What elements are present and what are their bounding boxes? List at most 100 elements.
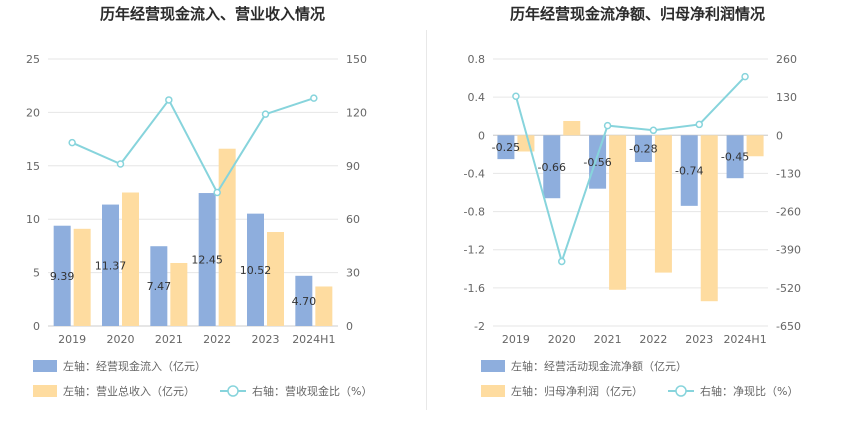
p2-left-tick-label: 0.8: [468, 53, 486, 66]
p1-left-tick-label: 5: [33, 267, 40, 280]
p1-bar-yellow: [267, 232, 284, 326]
p2-right-tick-label: -130: [776, 167, 801, 180]
p2-bar-data-label: -0.74: [675, 165, 703, 178]
p1-right-tick-label: 90: [346, 160, 360, 173]
p2-bar-blue: [589, 135, 607, 189]
p2-ratio-point: [603, 121, 612, 130]
panel-divider: [426, 30, 427, 410]
p2-ratio-point: [741, 72, 749, 81]
p2-bar-yellow: [700, 135, 718, 302]
p1-right-tick-label: 30: [346, 267, 360, 280]
p2-ratio-point: [695, 120, 703, 129]
p1-bar-blue: [150, 246, 168, 326]
p2-bar-blue: [543, 135, 561, 199]
p2-bar-data-label: -0.45: [721, 151, 749, 164]
p1-bar-yellow: [170, 262, 188, 326]
p2-category-label: 2022: [639, 333, 667, 346]
p1-bar-blue: [247, 213, 264, 326]
p1-category-label: 2024H1: [292, 333, 335, 346]
p2-legend-label: 右轴：净现比（%）: [700, 384, 798, 398]
p2-right-tick-label: 260: [776, 53, 797, 66]
p1-right-tick-label: 150: [346, 53, 367, 66]
p2-bar-yellow: [654, 135, 672, 273]
p1-bar-data-label: 11.37: [95, 259, 127, 272]
p2-left-tick-label: -0.4: [464, 167, 485, 180]
p2-category-label: 2020: [548, 333, 576, 346]
p2-right-tick-label: -390: [776, 244, 801, 257]
p2-bar-yellow: [746, 135, 764, 157]
p1-left-tick-label: 15: [26, 160, 40, 173]
p1-bar-yellow: [73, 228, 91, 326]
p1-ratio-point: [310, 94, 318, 102]
p1-ratio-point: [213, 188, 221, 197]
p1-legend-label: 左轴：经营现金流入（亿元）: [63, 359, 206, 373]
p2-right-tick-label: -650: [776, 320, 801, 333]
p2-category-label: 2023: [685, 333, 713, 346]
p2-left-tick-label: -1.2: [464, 244, 485, 257]
p2-legend-swatch: [481, 385, 505, 397]
p1-category-label: 2021: [155, 333, 183, 346]
p1-bar-blue: [53, 225, 71, 326]
p2-ratio-point: [558, 257, 566, 266]
p1-right-tick-label: 60: [346, 213, 360, 226]
p1-legend-label: 右轴：营收现金比（%）: [252, 384, 372, 398]
p1-bar-data-label: 4.70: [292, 295, 317, 308]
p2-legend-swatch: [481, 360, 505, 372]
p2-right-tick-label: 130: [776, 91, 797, 104]
p2-right-tick-label: -520: [776, 282, 801, 295]
p2-bar-data-label: -0.28: [629, 143, 657, 156]
chart-title-right: 历年经营现金流净额、归母净利润情况: [509, 5, 765, 23]
p1-ratio-point: [68, 138, 76, 147]
p2-left-tick-label: -1.6: [464, 282, 485, 295]
p1-bar-data-label: 9.39: [50, 270, 75, 283]
p1-bar-data-label: 12.45: [191, 254, 223, 267]
p1-legend-swatch: [33, 360, 57, 372]
p1-bar-yellow: [122, 192, 139, 326]
p1-category-label: 2019: [58, 333, 86, 346]
p2-left-tick-label: 0: [478, 129, 485, 142]
p1-ratio-line: [71, 97, 315, 195]
p1-left-tick-label: 20: [26, 106, 40, 119]
p1-left-tick-label: 0: [33, 320, 40, 333]
p2-category-label: 2021: [594, 333, 622, 346]
p1-legend-swatch: [33, 385, 57, 397]
p1-category-label: 2023: [252, 333, 280, 346]
p2-category-label: 2019: [502, 333, 530, 346]
p1-bar-data-label: 7.47: [147, 280, 172, 293]
chart-title-left: 历年经营现金流入、营业收入情况: [99, 5, 325, 23]
p1-ratio-point: [165, 96, 173, 104]
p2-bar-blue: [726, 135, 744, 179]
p2-left-tick-label: 0.4: [468, 91, 486, 104]
p2-bar-data-label: -0.66: [538, 161, 566, 174]
p2-bar-blue: [634, 135, 652, 162]
p2-ratio-line: [514, 75, 746, 265]
p2-right-tick-label: -260: [776, 206, 801, 219]
p2-ratio-point: [512, 92, 520, 101]
p1-left-tick-label: 10: [26, 213, 40, 226]
p1-bar-yellow: [218, 148, 236, 326]
p2-left-tick-label: -2: [474, 320, 485, 333]
p1-legend-marker: [227, 385, 239, 397]
p1-ratio-point: [261, 110, 270, 118]
p1-bar-blue: [102, 204, 119, 326]
p2-left-tick-label: -0.8: [464, 206, 485, 219]
p1-bar-blue: [295, 275, 313, 326]
p1-left-tick-label: 25: [26, 53, 40, 66]
p2-bar-blue: [680, 135, 698, 206]
p2-legend-label: 左轴：经营活动现金流净额（亿元）: [511, 359, 687, 373]
p1-category-label: 2022: [203, 333, 231, 346]
p2-bar-yellow: [609, 135, 627, 290]
p2-right-tick-label: 0: [776, 129, 783, 142]
p1-right-tick-label: 0: [346, 320, 353, 333]
p2-bar-yellow: [563, 120, 581, 136]
p1-bar-blue: [198, 193, 216, 326]
p1-bar-data-label: 10.52: [240, 264, 272, 277]
p2-bar-blue: [497, 135, 515, 160]
p2-legend-marker: [675, 385, 687, 397]
p2-bar-data-label: -0.25: [492, 141, 520, 154]
p1-ratio-point: [116, 160, 125, 168]
p1-legend-label: 左轴：营业总收入（亿元）: [63, 384, 195, 398]
p1-bar-yellow: [315, 286, 333, 326]
